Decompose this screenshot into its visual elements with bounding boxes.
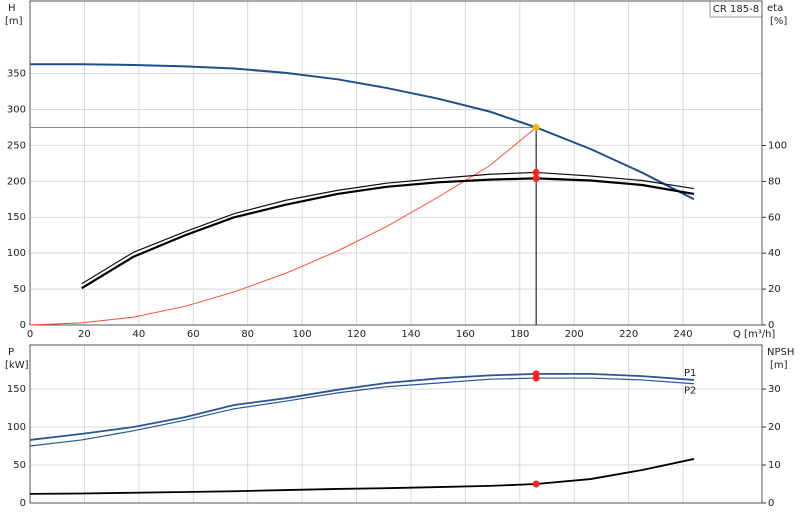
x-tick-label: 220	[619, 329, 638, 340]
series-line	[81, 177, 695, 290]
marker	[532, 174, 540, 182]
y2-tick-label: 10	[768, 460, 781, 471]
y-tick-label: 150	[7, 384, 26, 395]
series-line	[81, 171, 695, 285]
y-tick-label: 50	[13, 284, 26, 295]
x-tick-label: 200	[565, 329, 584, 340]
y2-axis-label: NPSH	[767, 347, 794, 358]
x-tick-label: 180	[510, 329, 529, 340]
y2-tick-label: 100	[768, 140, 787, 151]
y2-tick-label: 60	[768, 212, 781, 223]
y2-axis-unit: [%]	[770, 16, 787, 27]
marker	[532, 123, 540, 131]
series-label: P2	[684, 386, 696, 397]
marker	[532, 480, 540, 488]
y2-axis-unit: [m]	[770, 360, 788, 371]
series-line	[29, 458, 695, 495]
y-tick-label: 0	[20, 320, 26, 331]
series-label: P1	[684, 368, 696, 379]
y2-tick-label: 0	[768, 498, 774, 509]
y2-tick-label: 30	[768, 384, 781, 395]
y-axis-unit: [kW]	[5, 360, 29, 371]
x-tick-label: 0	[27, 329, 33, 340]
x-tick-label: 160	[456, 329, 475, 340]
x-tick-label: 60	[187, 329, 200, 340]
y-axis-label: H	[8, 3, 16, 14]
marker	[532, 374, 540, 382]
y2-tick-label: 80	[768, 176, 781, 187]
y-tick-label: 150	[7, 212, 26, 223]
x-tick-label: 20	[78, 329, 91, 340]
marker	[532, 168, 540, 176]
y2-axis-label: eta	[767, 3, 783, 14]
x-tick-label: 120	[347, 329, 366, 340]
y2-tick-label: 0	[768, 320, 774, 331]
y2-tick-label: 40	[768, 248, 781, 259]
y-axis-unit: [m]	[5, 16, 23, 27]
y-tick-label: 200	[7, 176, 26, 187]
y-tick-label: 300	[7, 104, 26, 115]
y-tick-label: 250	[7, 140, 26, 151]
y-tick-label: 350	[7, 69, 26, 80]
x-tick-label: 140	[401, 329, 420, 340]
series-line	[29, 372, 695, 441]
series-line	[29, 127, 537, 326]
x-tick-label: 40	[132, 329, 145, 340]
y-tick-label: 50	[13, 460, 26, 471]
y2-tick-label: 20	[768, 284, 781, 295]
plot-frame	[29, 0, 763, 326]
pump-label: CR 185-8	[713, 4, 759, 15]
x-tick-label: 240	[674, 329, 693, 340]
series-line	[29, 377, 695, 447]
y-tick-label: 0	[20, 498, 26, 509]
y2-tick-label: 20	[768, 422, 781, 433]
y-axis-label: P	[8, 347, 14, 358]
plot-frame	[29, 344, 763, 504]
series-line	[30, 63, 695, 201]
x-axis-label: Q [m³/h]	[733, 329, 775, 340]
x-tick-label: 100	[293, 329, 312, 340]
x-tick-label: 80	[241, 329, 254, 340]
y-tick-label: 100	[7, 248, 26, 259]
y-tick-label: 100	[7, 422, 26, 433]
